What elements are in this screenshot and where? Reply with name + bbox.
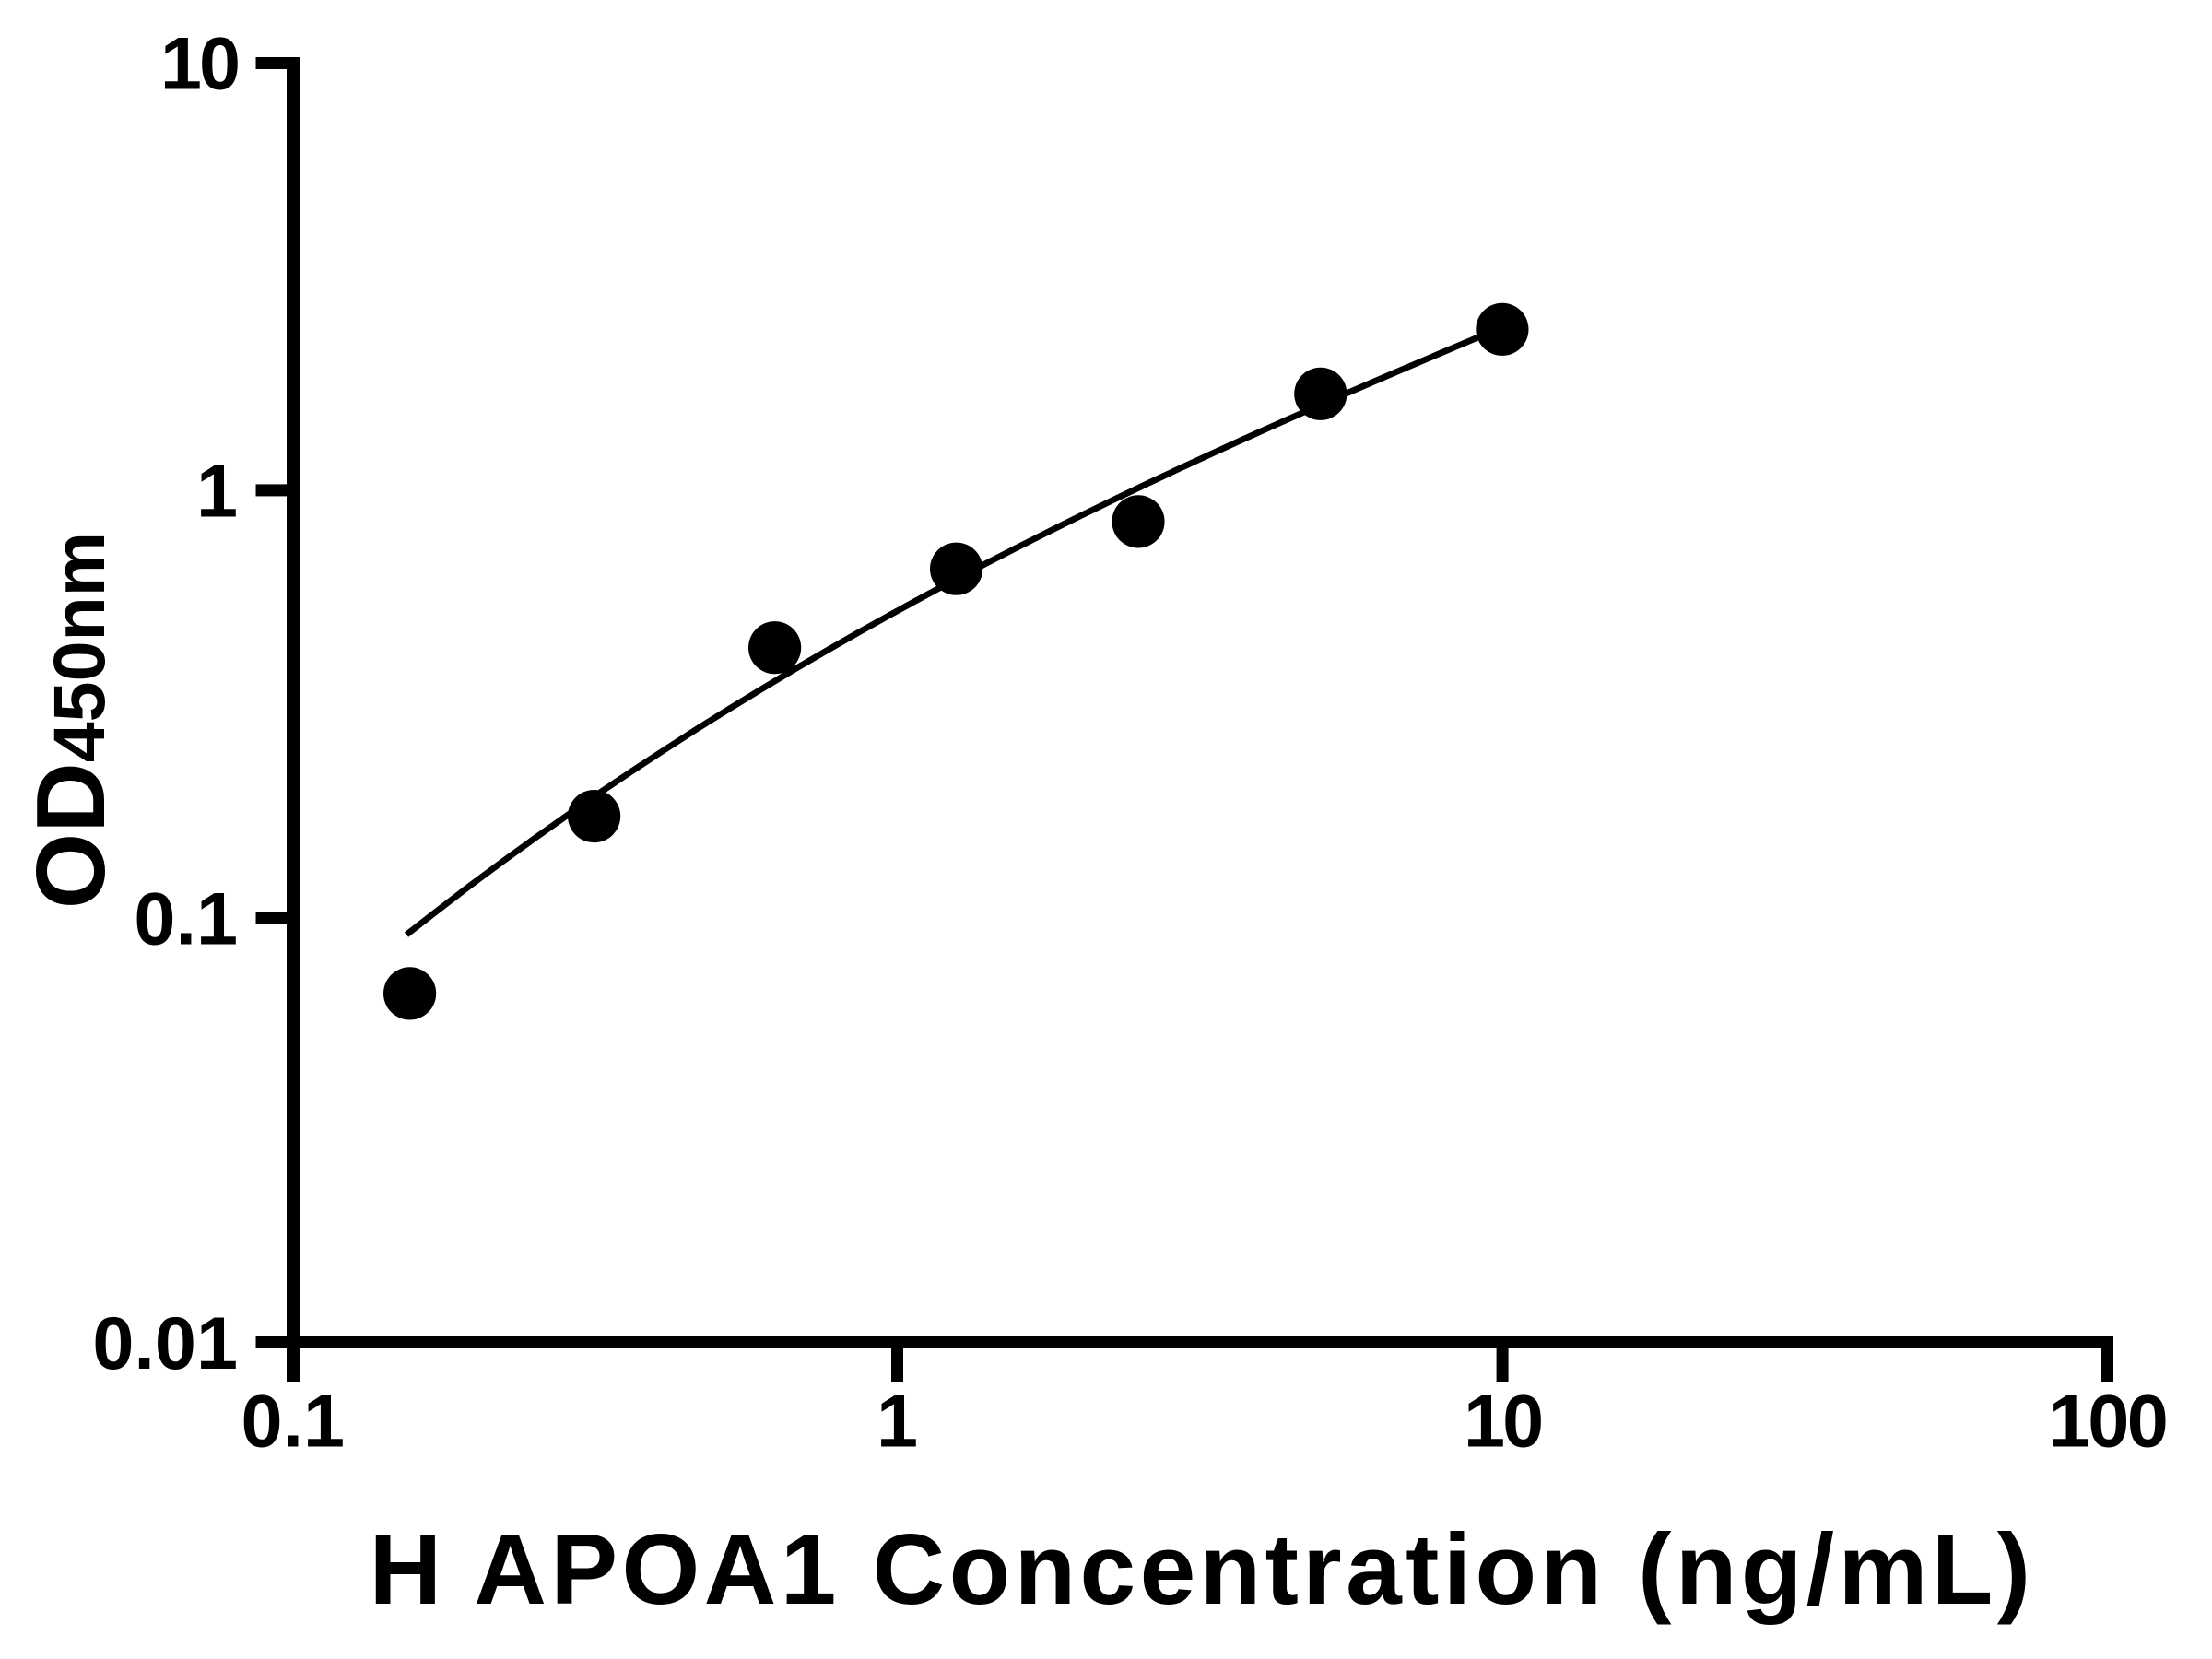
svg-text:1: 1 xyxy=(877,1381,918,1464)
svg-text:10: 10 xyxy=(1464,1381,1541,1464)
svg-text:10: 10 xyxy=(160,23,238,106)
svg-text:0.01: 0.01 xyxy=(92,1302,238,1385)
svg-text:OD450nm: OD450nm xyxy=(17,532,125,909)
svg-text:0.1: 0.1 xyxy=(241,1381,345,1464)
svg-text:100: 100 xyxy=(2049,1381,2167,1464)
svg-text:0.1: 0.1 xyxy=(134,877,238,960)
svg-text:1: 1 xyxy=(196,450,238,533)
svg-text:H APOA1 Concentration (ng/mL): H APOA1 Concentration (ng/mL) xyxy=(370,1513,2035,1626)
